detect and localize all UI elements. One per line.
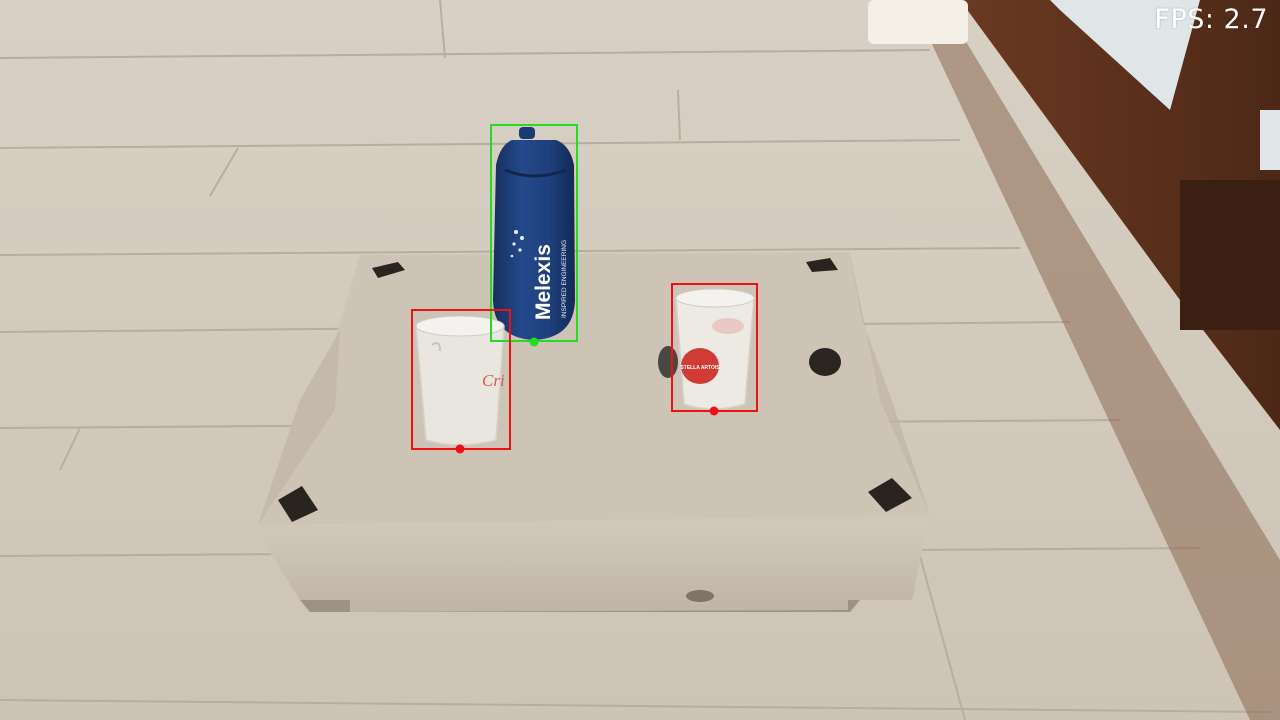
bottle-brand-label: Melexis [532, 244, 555, 320]
cup-logo-label: Cri [482, 371, 505, 390]
detection-anchor-dot [455, 444, 465, 454]
bottle-tagline-label: INSPIRED ENGINEERING [561, 240, 568, 318]
fps-counter: FPS: 2.7 [1154, 4, 1268, 35]
plastic-cup: Cri [415, 315, 505, 446]
detection-anchor-dot [709, 406, 719, 416]
cup-logo-label: STELLA ARTOIS [680, 365, 720, 371]
plastic-cup: STELLA ARTOIS [658, 288, 755, 410]
detection-anchor-dot [529, 337, 539, 347]
detection-box-cup [671, 283, 758, 412]
cardboard-box [258, 252, 930, 612]
detection-box-cup [411, 309, 511, 450]
water-bottle: Melexis INSPIRED ENGINEERING [493, 127, 575, 340]
